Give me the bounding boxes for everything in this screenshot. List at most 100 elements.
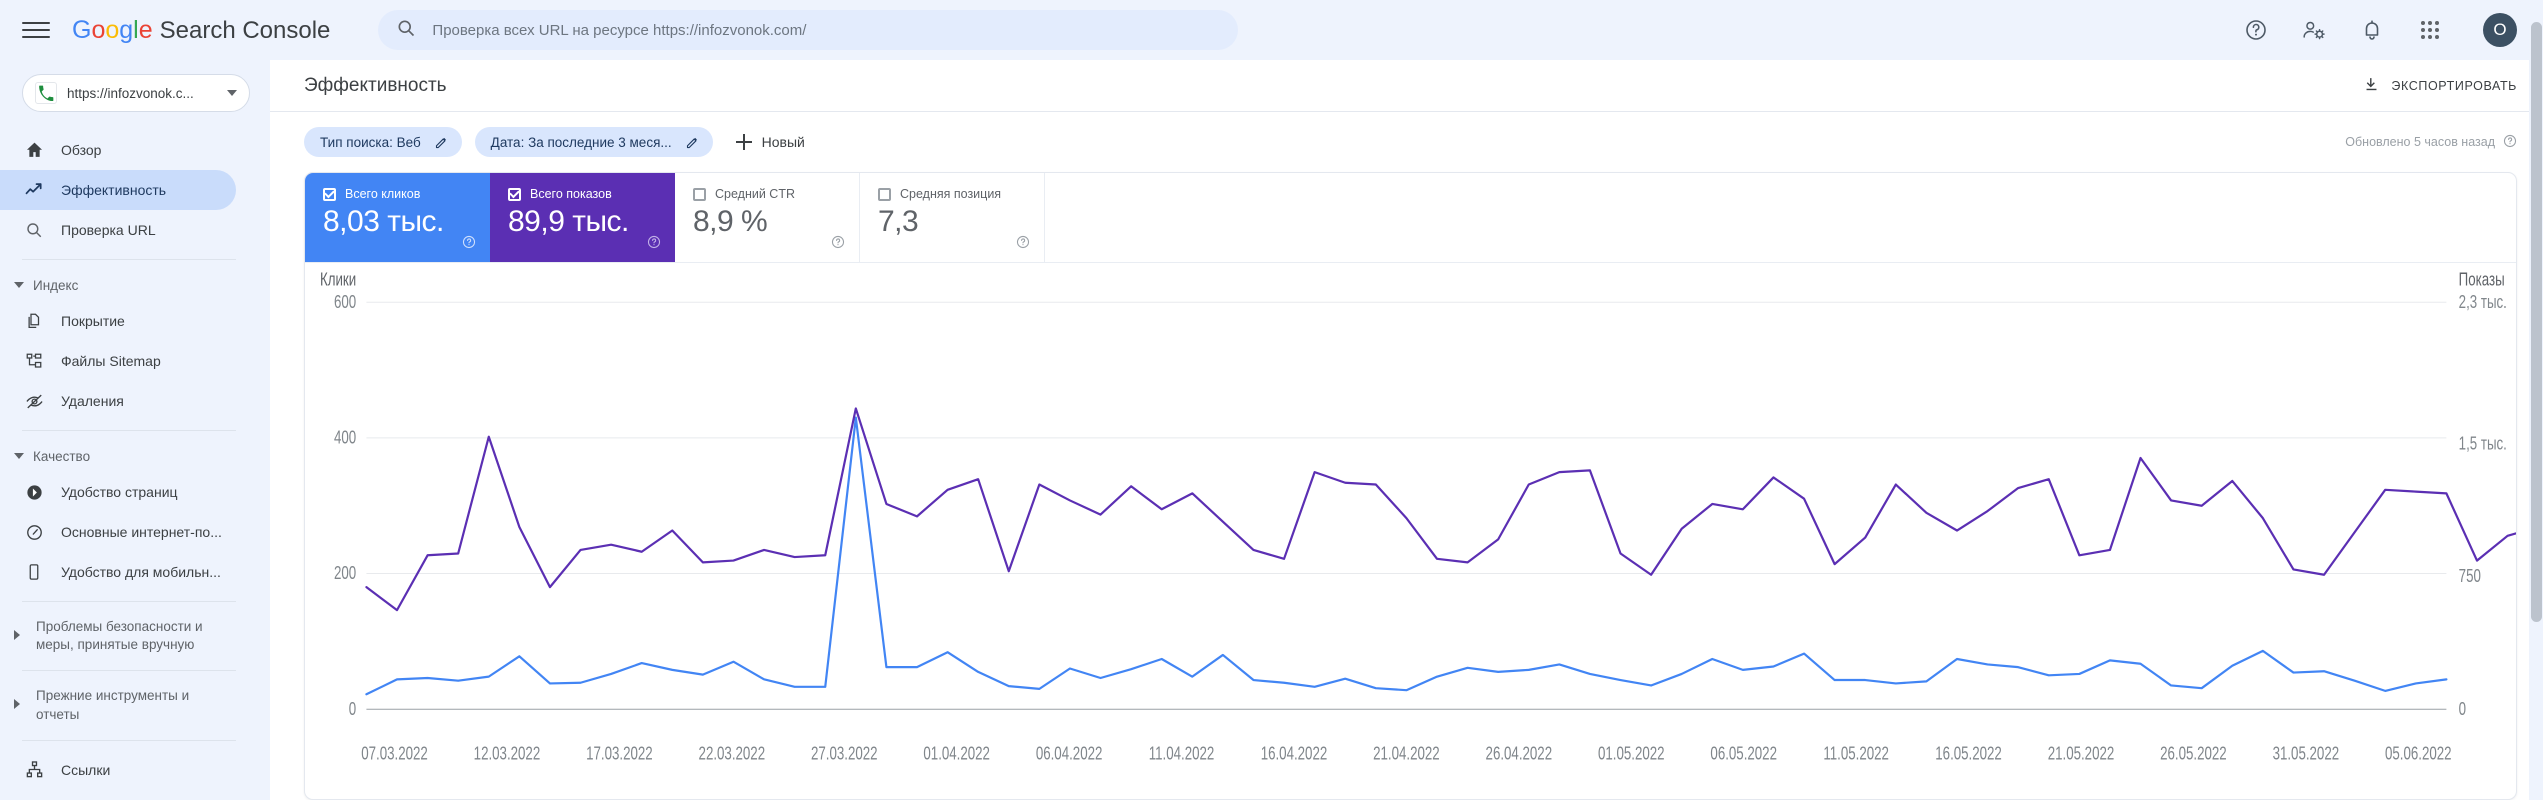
- apps-grid-icon[interactable]: [2417, 17, 2443, 43]
- property-name: https://infozvonok.c...: [67, 85, 194, 101]
- sidebar: https://infozvonok.c... Обзор Эффективно…: [0, 60, 270, 800]
- sidebar-item-settings[interactable]: Настройки: [0, 790, 236, 800]
- sidebar-item-label: Эффективность: [61, 182, 167, 198]
- sidebar-group-label: Индекс: [33, 277, 79, 293]
- sidebar-item-links[interactable]: Ссылки: [0, 750, 236, 790]
- svg-text:16.04.2022: 16.04.2022: [1261, 745, 1328, 764]
- performance-card-wrapper: Всего кликов 8,03 тыс.: [270, 172, 2543, 800]
- svg-text:26.05.2022: 26.05.2022: [2160, 745, 2227, 764]
- svg-text:200: 200: [334, 564, 356, 583]
- sidebar-group-legacy-tools[interactable]: Прежние инструменты и отчеты: [0, 680, 270, 730]
- property-selector[interactable]: https://infozvonok.c...: [22, 74, 250, 112]
- chevron-down-icon: [227, 90, 237, 96]
- metric-checkbox[interactable]: [878, 187, 891, 201]
- svg-text:11.04.2022: 11.04.2022: [1149, 745, 1215, 764]
- help-circle-icon[interactable]: [831, 235, 845, 254]
- sidebar-item-removals[interactable]: Удаления: [0, 381, 236, 421]
- performance-chart[interactable]: 0 200 400 600 0 750 1,5 тыс. 2,3 тыс. Клики Показ…: [305, 263, 2516, 799]
- download-icon: [2363, 76, 2380, 96]
- metric-checkbox[interactable]: [323, 187, 336, 201]
- help-circle-icon[interactable]: [462, 235, 476, 254]
- eye-off-icon: [22, 392, 46, 411]
- search-icon: [22, 221, 46, 239]
- svg-text:600: 600: [334, 293, 356, 312]
- notifications-bell-icon[interactable]: [2359, 17, 2385, 43]
- chevron-right-icon: [14, 699, 20, 710]
- performance-chart-svg: 0 200 400 600 0 750 1,5 тыс. 2,3 тыс. Клики Показ…: [320, 271, 2516, 764]
- sidebar-item-label: Основные интернет-по...: [61, 524, 222, 540]
- help-circle-icon[interactable]: [1016, 235, 1030, 254]
- search-input[interactable]: Проверка всех URL на ресурсе https://inf…: [378, 10, 1239, 50]
- metric-average-position[interactable]: Средняя позиция 7,3: [860, 173, 1045, 262]
- performance-card: Всего кликов 8,03 тыс.: [304, 172, 2517, 800]
- last-updated: Обновлено 5 часов назад: [2345, 134, 2517, 151]
- sidebar-item-sitemaps[interactable]: Файлы Sitemap: [0, 341, 236, 381]
- scrollbar-thumb[interactable]: [2531, 22, 2542, 622]
- sidebar-item-performance[interactable]: Эффективность: [0, 170, 236, 210]
- sidebar-item-label: Ссылки: [61, 761, 111, 778]
- svg-text:2,3 тыс.: 2,3 тыс.: [2459, 293, 2507, 312]
- trending-up-icon: [22, 180, 46, 200]
- pages-copy-icon: [22, 312, 46, 330]
- home-icon: [22, 141, 46, 160]
- metric-value: 8,9 %: [693, 205, 768, 238]
- sidebar-item-core-web-vitals[interactable]: Основные интернет-по...: [0, 512, 236, 552]
- svg-text:06.04.2022: 06.04.2022: [1036, 745, 1103, 764]
- product-name: Search Console: [159, 16, 331, 44]
- metric-average-ctr[interactable]: Средний CTR 8,9 %: [675, 173, 860, 262]
- sidebar-item-page-experience[interactable]: Удобство страниц: [0, 472, 236, 512]
- sidebar-group-quality[interactable]: Качество: [0, 440, 270, 472]
- sidebar-group-index[interactable]: Индекс: [0, 269, 270, 301]
- svg-text:31.05.2022: 31.05.2022: [2273, 745, 2340, 764]
- svg-text:750: 750: [2459, 567, 2481, 586]
- sidebar-group-label: Прежние инструменты и отчеты: [36, 688, 190, 722]
- app-brand: Google Search Console: [72, 16, 330, 45]
- new-filter-button[interactable]: Новый: [735, 134, 805, 150]
- svg-text:400: 400: [334, 429, 356, 448]
- sidebar-item-url-inspection[interactable]: Проверка URL: [0, 210, 236, 250]
- account-settings-icon[interactable]: [2301, 17, 2327, 43]
- export-button[interactable]: ЭКСПОРТИРОВАТЬ: [2363, 76, 2517, 96]
- phone-favicon-icon: [35, 82, 57, 104]
- metric-total-clicks[interactable]: Всего кликов 8,03 тыс.: [305, 173, 490, 262]
- svg-text:17.03.2022: 17.03.2022: [586, 745, 653, 764]
- hamburger-menu-icon[interactable]: [22, 16, 50, 44]
- svg-text:01.04.2022: 01.04.2022: [923, 745, 990, 764]
- chevron-down-icon: [14, 282, 24, 288]
- svg-text:07.03.2022: 07.03.2022: [361, 745, 428, 764]
- metric-checkbox[interactable]: [693, 187, 706, 201]
- svg-text:01.05.2022: 01.05.2022: [1598, 745, 1665, 764]
- help-circle-icon[interactable]: [647, 235, 661, 254]
- search-placeholder: Проверка всех URL на ресурсе https://inf…: [432, 21, 807, 39]
- metric-checkbox[interactable]: [508, 187, 521, 201]
- sidebar-item-label: Удобство страниц: [61, 484, 178, 500]
- svg-text:05.06.2022: 05.06.2022: [2385, 745, 2452, 764]
- search-icon: [396, 18, 416, 43]
- svg-text:11.05.2022: 11.05.2022: [1823, 745, 1889, 764]
- filter-chip-search-type[interactable]: Тип поиска: Веб: [304, 127, 462, 157]
- svg-text:12.03.2022: 12.03.2022: [474, 745, 541, 764]
- metric-label: Всего кликов: [345, 187, 421, 201]
- sidebar-group-security[interactable]: Проблемы безопасности и меры, принятые в…: [0, 611, 270, 661]
- sidebar-item-label: Обзор: [61, 142, 102, 158]
- help-circle-icon[interactable]: [2503, 134, 2517, 151]
- vertical-scrollbar[interactable]: [2529, 0, 2543, 800]
- sidebar-item-overview[interactable]: Обзор: [0, 130, 236, 170]
- sidebar-item-label: Удаления: [61, 393, 124, 409]
- metric-total-impressions[interactable]: Всего показов 89,9 тыс.: [490, 173, 675, 262]
- plus-icon: [735, 134, 752, 150]
- filter-chip-date[interactable]: Дата: За последние 3 меся...: [474, 127, 713, 157]
- top-bar: Google Search Console Проверка всех URL …: [0, 0, 2543, 60]
- sidebar-item-coverage[interactable]: Покрытие: [0, 301, 236, 341]
- pencil-icon[interactable]: [434, 135, 449, 150]
- metric-tiles: Всего кликов 8,03 тыс.: [305, 173, 2516, 263]
- avatar[interactable]: O: [2483, 13, 2517, 47]
- chip-label: Тип поиска: Веб: [320, 134, 421, 150]
- pencil-icon[interactable]: [685, 135, 700, 150]
- sidebar-item-label: Проверка URL: [61, 222, 156, 238]
- help-icon[interactable]: [2243, 17, 2269, 43]
- metric-label: Всего показов: [530, 187, 612, 201]
- sidebar-item-mobile-usability[interactable]: Удобство для мобильн...: [0, 552, 236, 592]
- svg-text:Показы: Показы: [2459, 271, 2505, 290]
- page-header: Эффективность ЭКСПОРТИРОВАТЬ: [270, 60, 2543, 112]
